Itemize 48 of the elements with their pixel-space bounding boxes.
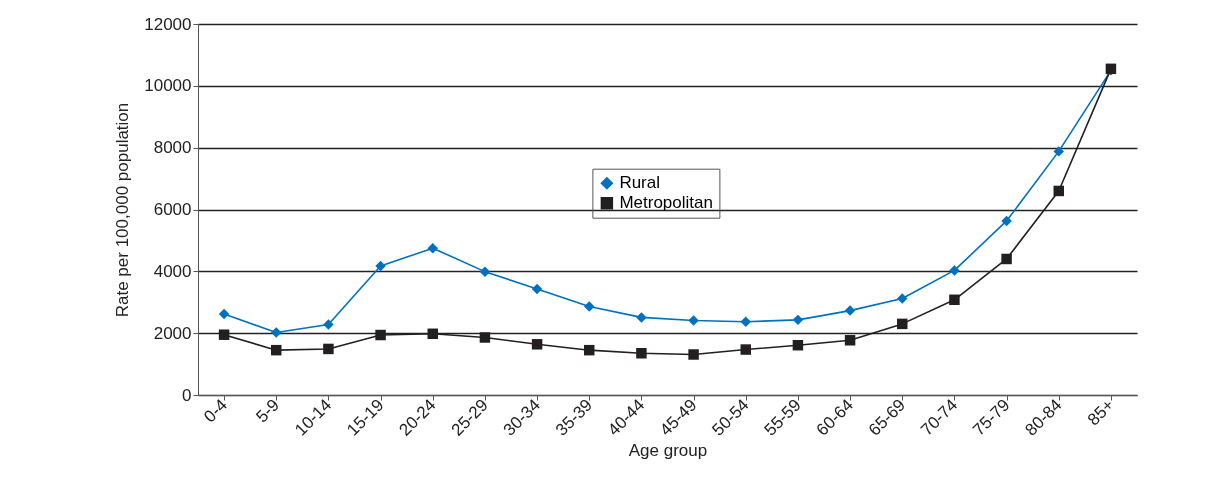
point xyxy=(218,308,230,320)
legend-label: Rural xyxy=(619,173,661,193)
point xyxy=(427,242,438,254)
y-tick-label: 12000 xyxy=(144,14,192,34)
point xyxy=(1001,253,1012,265)
legend-label: Metropolitan xyxy=(619,193,713,213)
point xyxy=(323,319,334,330)
point xyxy=(218,329,230,340)
point xyxy=(740,316,751,327)
y-tick-label: 6000 xyxy=(153,200,192,219)
x-tick-label: 0-4 xyxy=(200,395,231,427)
point xyxy=(584,301,595,312)
point xyxy=(636,312,647,323)
point xyxy=(636,348,647,359)
point xyxy=(1001,215,1012,227)
point xyxy=(688,349,699,360)
point xyxy=(792,339,804,351)
point xyxy=(792,314,804,326)
point xyxy=(479,266,491,277)
point xyxy=(897,293,908,304)
y-tick-label: 10000 xyxy=(144,76,192,96)
y-axis-title: Rate per 100,000 population xyxy=(113,102,133,318)
point xyxy=(479,332,491,343)
point xyxy=(1053,146,1064,157)
point xyxy=(949,265,960,276)
point xyxy=(323,343,334,355)
point xyxy=(897,318,908,330)
point xyxy=(427,328,438,340)
y-tick-label: 0 xyxy=(182,385,192,405)
y-tick-label: 4000 xyxy=(153,261,192,281)
point xyxy=(949,294,960,306)
point xyxy=(531,283,543,295)
point xyxy=(375,260,386,272)
point xyxy=(844,335,856,346)
point xyxy=(1053,185,1064,197)
point xyxy=(688,315,699,326)
point xyxy=(584,344,595,356)
point xyxy=(844,305,856,316)
point xyxy=(531,339,543,350)
x-tick-label: 5-9 xyxy=(252,395,284,427)
y-tick-label: 2000 xyxy=(153,323,192,343)
point xyxy=(271,327,282,338)
y-tick-label: 8000 xyxy=(153,138,192,158)
point xyxy=(271,344,282,356)
x-axis-title: Age group xyxy=(628,440,708,460)
point xyxy=(375,329,386,341)
point xyxy=(740,344,751,355)
x-tick-label: 85+ xyxy=(1083,395,1118,430)
